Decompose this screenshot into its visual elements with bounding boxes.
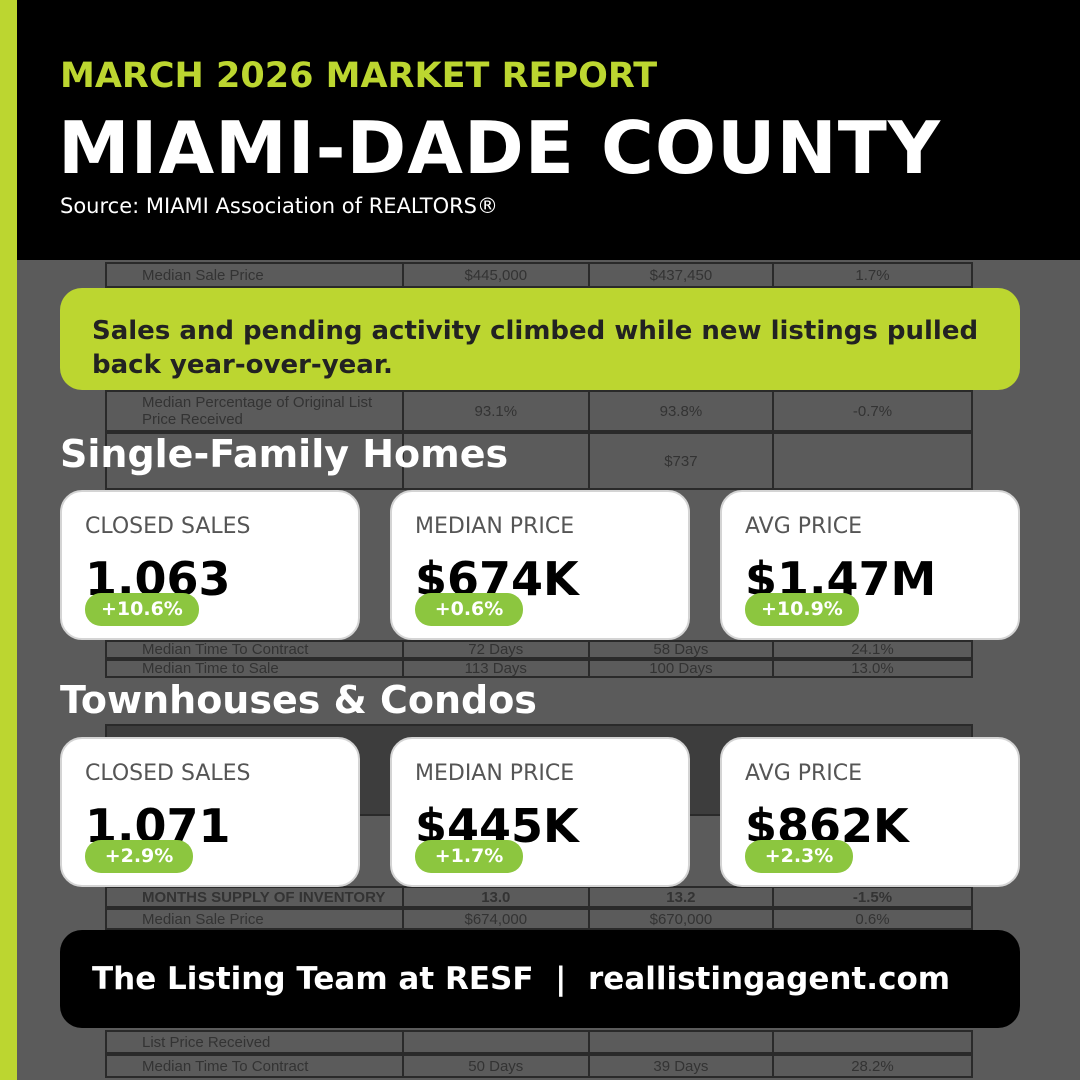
section-title-single-family: Single-Family Homes bbox=[60, 432, 509, 476]
bg-row: Median Time To Contract 72 Days 58 Days 24.… bbox=[105, 640, 973, 659]
change-badge: +0.6% bbox=[415, 593, 523, 626]
bg-cell: 93.8% bbox=[590, 392, 774, 430]
bg-row: Median Time to Sale 113 Days 100 Days 13.0% bbox=[105, 659, 973, 678]
card-label: AVG PRICE bbox=[745, 761, 863, 786]
bg-cell bbox=[774, 434, 971, 488]
card-tc-avg-price: AVG PRICE $862K +2.3% bbox=[720, 737, 1020, 887]
bg-cell: 113 Days bbox=[404, 660, 590, 677]
bg-cell bbox=[404, 1032, 590, 1052]
card-tc-median-price: MEDIAN PRICE $445K +1.7% bbox=[390, 737, 690, 887]
bg-cell bbox=[107, 434, 404, 488]
card-sf-closed-sales: CLOSED SALES 1.063 +10.6% bbox=[60, 490, 360, 640]
bg-cell: 13.0% bbox=[851, 660, 894, 677]
bg-cell: -1.5% bbox=[852, 888, 893, 906]
card-tc-closed-sales: CLOSED SALES 1.071 +2.9% bbox=[60, 737, 360, 887]
bg-cell: MONTHS SUPPLY OF INVENTORY bbox=[107, 888, 404, 906]
summary-banner: Sales and pending activity climbed while… bbox=[60, 288, 1020, 390]
bg-cell: Median Sale Price bbox=[107, 264, 404, 286]
bg-cell: $437,450 bbox=[590, 264, 774, 286]
card-label: CLOSED SALES bbox=[85, 761, 251, 786]
change-badge: +10.9% bbox=[745, 593, 859, 626]
bg-cell: 13.0 bbox=[404, 888, 590, 906]
bg-cell: 1.7% bbox=[855, 266, 890, 284]
bg-cell: 39 Days bbox=[590, 1056, 774, 1076]
bg-cell: 13.2 bbox=[590, 888, 774, 906]
bg-cell: 0.6% bbox=[855, 910, 890, 928]
accent-stripe bbox=[0, 0, 17, 1080]
card-label: MEDIAN PRICE bbox=[415, 514, 575, 539]
bg-row: Median Sale Price $674,000 $670,000 0.6% bbox=[105, 908, 973, 930]
bg-cell bbox=[774, 1032, 971, 1052]
bg-cell: -0.7% bbox=[852, 402, 893, 420]
card-label: MEDIAN PRICE bbox=[415, 761, 575, 786]
change-badge: +2.9% bbox=[85, 840, 193, 873]
bg-cell: 50 Days bbox=[404, 1056, 590, 1076]
bg-row: Median Sale Price $445,000 $437,450 1.7% bbox=[105, 262, 973, 288]
bg-cell: Median Time To Contract bbox=[107, 1056, 404, 1076]
change-badge: +10.6% bbox=[85, 593, 199, 626]
bg-row: MONTHS SUPPLY OF INVENTORY 13.0 13.2 -1.5% bbox=[105, 886, 973, 908]
card-sf-avg-price: AVG PRICE $1.47M +10.9% bbox=[720, 490, 1020, 640]
bg-cell: $737 bbox=[590, 434, 774, 488]
bg-cell: 72 Days bbox=[404, 641, 590, 658]
page-title: MIAMI-DADE COUNTY bbox=[58, 106, 942, 190]
section-title-townhouses-condos: Townhouses & Condos bbox=[60, 678, 537, 722]
bg-cell: $674,000 bbox=[404, 910, 590, 928]
card-sf-median-price: MEDIAN PRICE $674K +0.6% bbox=[390, 490, 690, 640]
header: MARCH 2026 MARKET REPORT MIAMI-DADE COUN… bbox=[0, 0, 1080, 260]
bg-cell: 93.1% bbox=[404, 392, 590, 430]
bg-cell: $445,000 bbox=[404, 264, 590, 286]
bg-cell: Median Percentage of Original List Price… bbox=[107, 392, 404, 430]
bg-cell: Median Sale Price bbox=[107, 910, 404, 928]
bg-cell: $670,000 bbox=[590, 910, 774, 928]
bg-row: List Price Received bbox=[105, 1030, 973, 1054]
bg-row: Median Percentage of Original List Price… bbox=[105, 390, 973, 432]
report-kicker: MARCH 2026 MARKET REPORT bbox=[60, 56, 658, 96]
source-text: Source: MIAMI Association of REALTORS® bbox=[60, 194, 499, 218]
card-label: CLOSED SALES bbox=[85, 514, 251, 539]
bg-row: Median Time To Contract 50 Days 39 Days 28.… bbox=[105, 1054, 973, 1078]
footer-contact: The Listing Team at RESF | reallistingag… bbox=[60, 930, 1020, 1028]
bg-cell bbox=[404, 434, 590, 488]
bg-cell: List Price Received bbox=[107, 1032, 404, 1052]
bg-cell: 58 Days bbox=[590, 641, 774, 658]
bg-cell bbox=[590, 1032, 774, 1052]
bg-row: $737 bbox=[105, 432, 973, 490]
bg-cell: Median Time To Contract bbox=[107, 641, 404, 658]
bg-cell: Median Time to Sale bbox=[107, 660, 404, 677]
change-badge: +2.3% bbox=[745, 840, 853, 873]
bg-cell: 24.1% bbox=[851, 641, 894, 658]
bg-cell: 28.2% bbox=[851, 1057, 894, 1075]
card-label: AVG PRICE bbox=[745, 514, 863, 539]
change-badge: +1.7% bbox=[415, 840, 523, 873]
bg-cell: 100 Days bbox=[590, 660, 774, 677]
